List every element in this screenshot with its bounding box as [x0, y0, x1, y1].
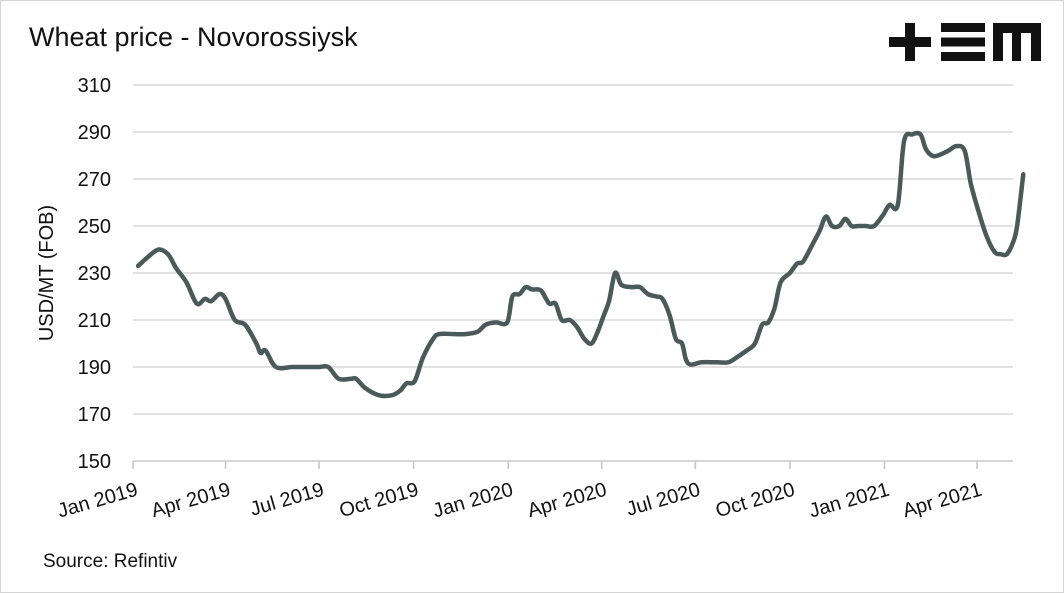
- y-tick-label: 230: [78, 263, 111, 285]
- x-tick-label: Jan 2021: [807, 479, 892, 523]
- series-layer: [135, 130, 1026, 399]
- y-tick-label: 170: [78, 404, 111, 426]
- x-tick-label: Apr 2020: [525, 479, 609, 523]
- y-tick-labels: 150 170 190 210 230 250 270 290 310: [78, 75, 111, 473]
- x-tick-label: Apr 2021: [900, 479, 984, 523]
- y-tick-label: 150: [78, 451, 111, 473]
- tem-logo: [889, 23, 1041, 61]
- y-tick-label: 210: [78, 310, 111, 332]
- source-note: Source: Refintiv: [43, 551, 178, 572]
- x-tick-label: Jan 2020: [430, 479, 515, 523]
- x-tick-labels: Jan 2019 Apr 2019 Jul 2019 Oct 2019 Jan 2020…: [55, 479, 984, 523]
- x-axis: [132, 460, 1013, 469]
- y-axis-label: USD/MT (FOB): [36, 205, 58, 341]
- x-tick-label: Oct 2019: [337, 479, 421, 523]
- y-tick-label: 290: [78, 122, 111, 144]
- y-tick-label: 270: [78, 169, 111, 191]
- x-tick-label: Jul 2020: [624, 479, 703, 521]
- x-tick-label: Apr 2019: [149, 479, 233, 523]
- x-tick-label: Jul 2019: [248, 479, 327, 521]
- gridlines: [133, 84, 1013, 415]
- chart-title: Wheat price - Novorossiysk: [29, 22, 358, 52]
- x-tick-label: Oct 2020: [713, 479, 797, 523]
- y-tick-label: 190: [78, 357, 111, 379]
- y-tick-label: 310: [78, 75, 111, 97]
- x-tick-label: Jan 2019: [55, 479, 140, 523]
- series-line-0: [135, 130, 1026, 399]
- y-tick-label: 250: [78, 216, 111, 238]
